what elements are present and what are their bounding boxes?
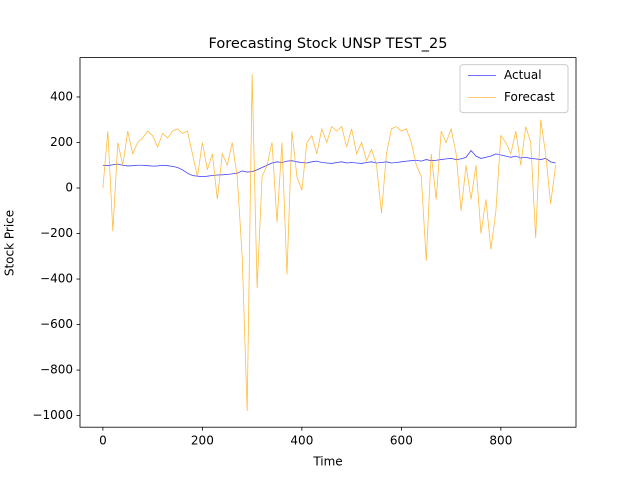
y-tick-label: −200	[40, 226, 73, 240]
y-tick-label: 400	[50, 89, 73, 103]
x-tick-label: 600	[390, 434, 413, 448]
x-axis-label: Time	[312, 455, 342, 469]
x-tick-label: 400	[290, 434, 313, 448]
x-tick-label: 0	[99, 434, 107, 448]
data-line	[102, 149, 556, 178]
y-tick-label: −800	[40, 363, 73, 377]
data-line	[102, 74, 556, 412]
y-tick-label: −400	[40, 272, 73, 286]
y-tick-label: 200	[50, 135, 73, 149]
chart-title: Forecasting Stock UNSP TEST_25	[209, 36, 448, 52]
legend-box	[459, 64, 569, 114]
y-tick-label: −1000	[32, 408, 73, 422]
x-tick-label: 200	[191, 434, 214, 448]
x-tick-label: 800	[489, 434, 512, 448]
legend-label: Actual	[504, 68, 542, 82]
plot-frame	[79, 57, 577, 428]
y-tick-label: −600	[40, 317, 73, 331]
y-tick-label: 0	[65, 181, 73, 195]
y-axis-label: Stock Price	[3, 210, 17, 276]
legend: Actual Forecast	[459, 64, 569, 114]
legend-label: Forecast	[504, 90, 555, 104]
